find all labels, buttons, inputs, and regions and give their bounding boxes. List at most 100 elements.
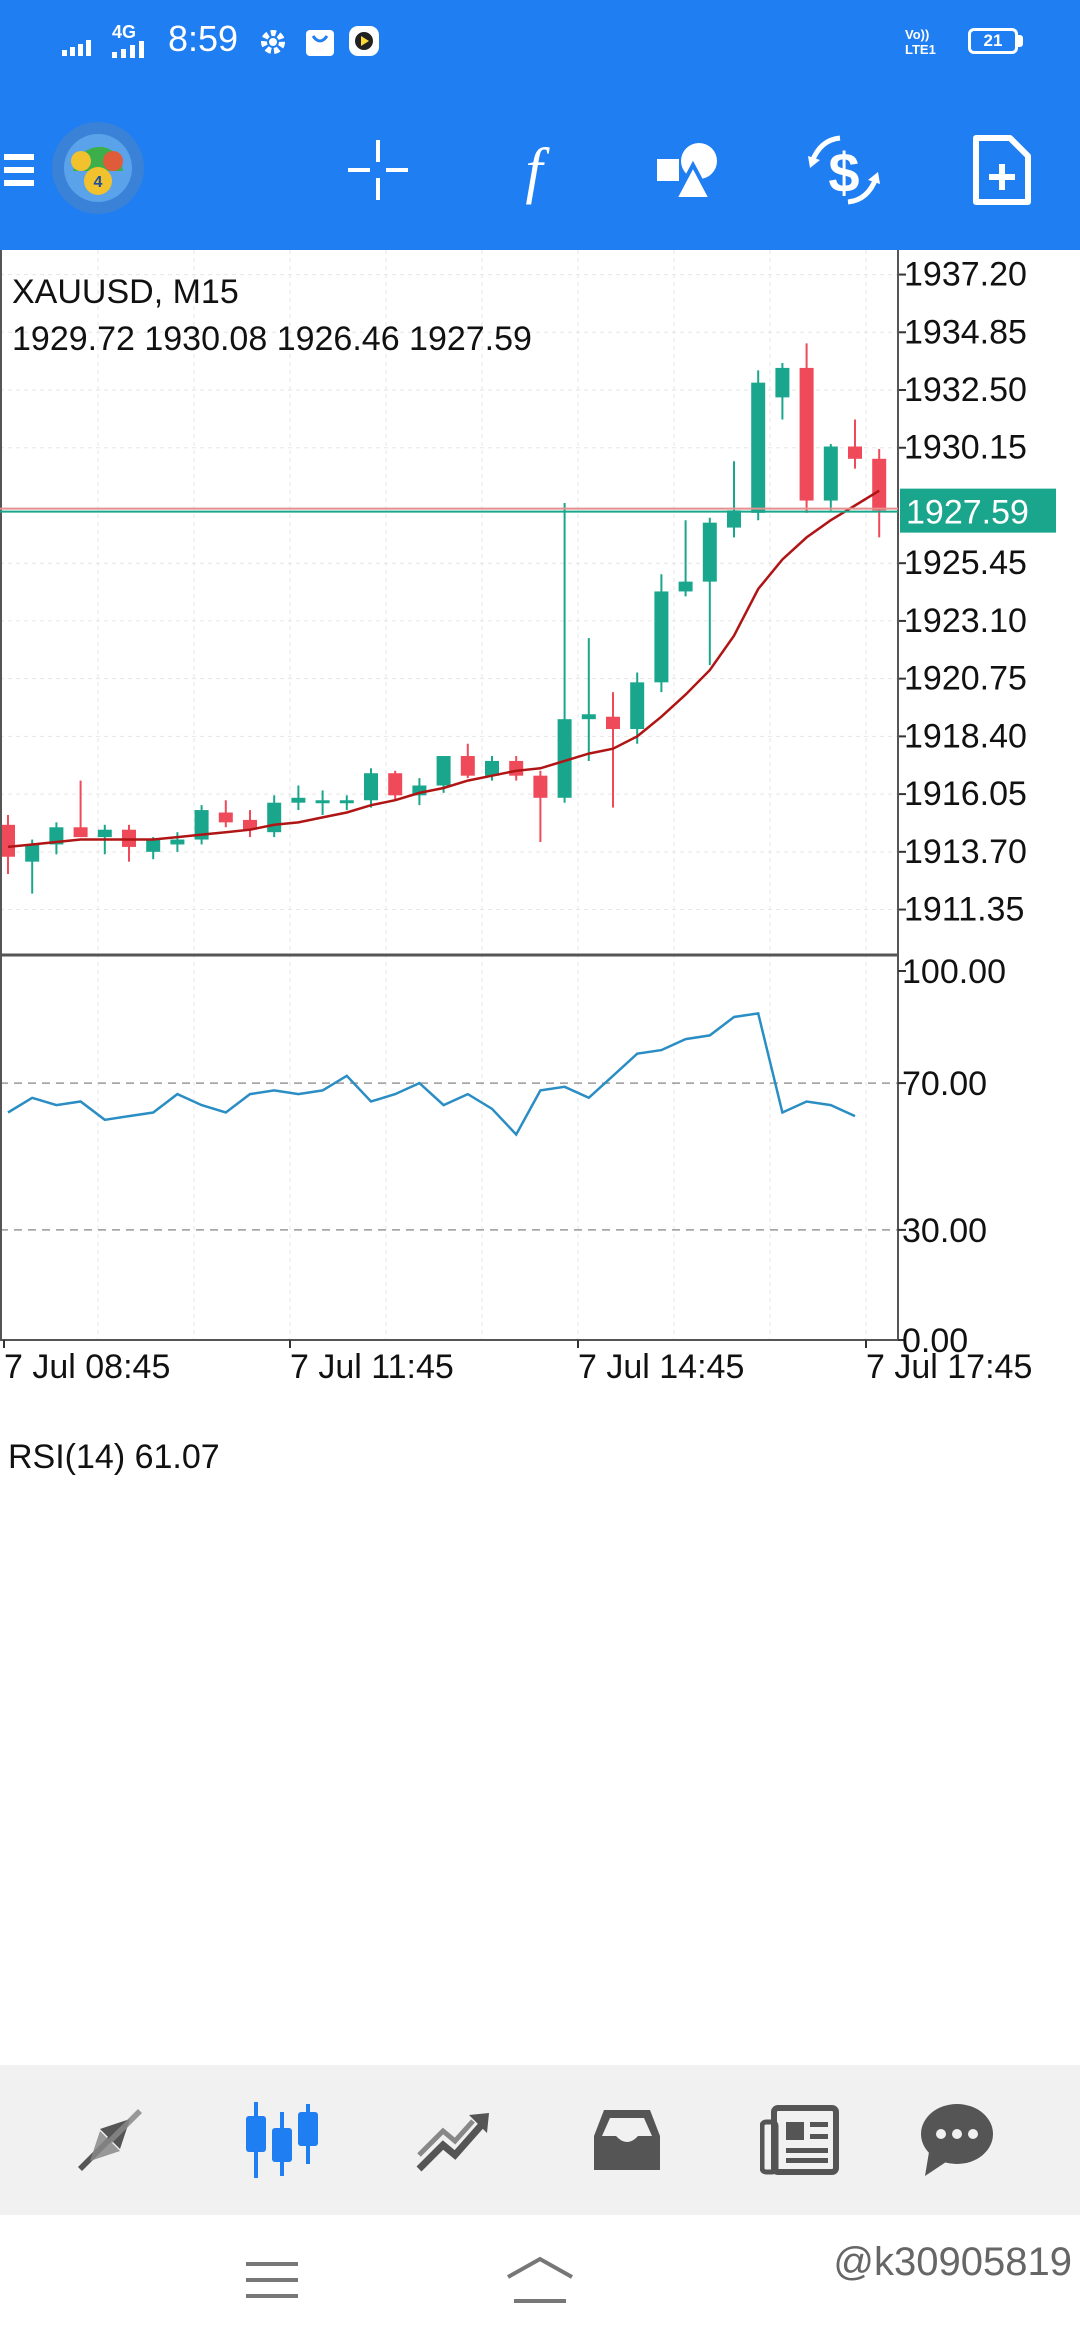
candle-body bbox=[630, 682, 645, 730]
candle-body bbox=[243, 819, 257, 830]
candle-body bbox=[436, 756, 451, 786]
watermark: @k30905819 bbox=[833, 2240, 1072, 2284]
objects-button[interactable] bbox=[648, 130, 728, 210]
symbol-button[interactable]: $ bbox=[804, 130, 884, 210]
ohlc-label: 1929.72 1930.08 1926.46 1927.59 bbox=[12, 320, 532, 358]
bottom-navigation bbox=[0, 2065, 1080, 2215]
svg-text:4: 4 bbox=[94, 174, 103, 191]
candle-body bbox=[73, 827, 88, 838]
shopping-bag-icon bbox=[306, 30, 334, 56]
candle-body bbox=[799, 367, 814, 501]
shapes-icon bbox=[657, 143, 717, 201]
chart-tab[interactable] bbox=[237, 2100, 327, 2180]
candle-body bbox=[49, 827, 64, 845]
chat-icon bbox=[921, 2104, 993, 2176]
time-tick-label: 7 Jul 11:45 bbox=[290, 1348, 454, 1386]
price-tick-label: 1916.05 bbox=[904, 775, 1027, 813]
price-tick-label: 1930.15 bbox=[904, 429, 1027, 467]
time-tick-label: 7 Jul 08:45 bbox=[4, 1348, 170, 1386]
signal-icon-2 bbox=[112, 41, 144, 58]
price-tick-label: 1911.35 bbox=[904, 891, 1024, 929]
status-bar: 4G 8:59 Vo)) LTE1 21 bbox=[0, 0, 1080, 85]
home-button[interactable] bbox=[500, 2250, 580, 2310]
candle-body bbox=[509, 760, 524, 776]
price-tick-label: 1918.40 bbox=[904, 717, 1027, 755]
chart-canvas[interactable]: 1937.20 1934.85 1932.50 1930.15 1925.45 1923.… bbox=[0, 250, 1080, 2065]
price-tick-label: 1920.75 bbox=[904, 660, 1027, 698]
logo-button[interactable]: 4 bbox=[50, 120, 146, 216]
menu-lines-icon bbox=[246, 2262, 298, 2298]
new-order-button[interactable] bbox=[962, 130, 1042, 210]
candle-body bbox=[485, 760, 499, 776]
battery-tip bbox=[1018, 35, 1023, 47]
crosshair-button[interactable] bbox=[338, 130, 418, 210]
indicators-button[interactable]: f bbox=[494, 130, 574, 210]
recent-apps-button[interactable] bbox=[232, 2250, 312, 2310]
hamburger-icon bbox=[4, 154, 34, 186]
gear-icon bbox=[261, 30, 285, 54]
rsi-label: RSI(14) 61.07 bbox=[8, 1438, 220, 1476]
candle-body bbox=[170, 839, 185, 845]
chart-area[interactable]: 1937.20 1934.85 1932.50 1930.15 1925.45 1923.… bbox=[0, 250, 1080, 2065]
signal-icon bbox=[62, 40, 91, 56]
messages-tab[interactable] bbox=[912, 2100, 1002, 2180]
video-app-icon bbox=[349, 26, 379, 56]
menu-button[interactable] bbox=[0, 130, 40, 210]
history-tab[interactable] bbox=[582, 2100, 672, 2180]
function-icon: f bbox=[525, 137, 550, 205]
candle-body bbox=[823, 446, 838, 501]
svg-text:f: f bbox=[525, 137, 550, 205]
battery-level: 21 bbox=[983, 31, 1003, 50]
quotes-tab[interactable] bbox=[65, 2100, 155, 2180]
candle-body bbox=[702, 522, 717, 582]
trade-tab[interactable] bbox=[408, 2100, 498, 2180]
crosshair-icon bbox=[348, 140, 408, 200]
svg-text:$: $ bbox=[828, 141, 859, 204]
volte-indicator: Vo)) LTE1 bbox=[905, 27, 936, 57]
system-navigation-bar bbox=[0, 2215, 1080, 2340]
candle-body bbox=[218, 812, 233, 823]
candle-body bbox=[97, 829, 112, 838]
rsi-tick-label: 100.00 bbox=[902, 953, 1006, 991]
candle-body bbox=[872, 458, 887, 511]
candle-body bbox=[339, 800, 354, 804]
candle-body bbox=[388, 773, 403, 796]
candle-body bbox=[581, 714, 596, 720]
dollar-switch-icon: $ bbox=[808, 135, 880, 205]
symbol-label: XAUUSD, M15 bbox=[12, 273, 239, 311]
candle-body bbox=[557, 719, 572, 798]
rsi-tick-label: 0.00 bbox=[902, 1322, 968, 1360]
arrows-icon bbox=[78, 2109, 142, 2171]
new-document-icon bbox=[973, 135, 1031, 205]
price-tick-label: 1925.45 bbox=[904, 544, 1027, 582]
candle-body bbox=[412, 785, 427, 796]
trend-icon bbox=[416, 2113, 489, 2172]
battery-icon: 21 bbox=[968, 28, 1018, 54]
price-tick-label: 1937.20 bbox=[904, 256, 1027, 294]
moving-average-line bbox=[7, 489, 880, 849]
metatrader-logo-icon: 4 bbox=[52, 122, 144, 214]
candle-body bbox=[460, 756, 475, 776]
candlesticks-icon bbox=[246, 2102, 318, 2178]
candle-body bbox=[315, 800, 330, 804]
rsi-tick-label: 70.00 bbox=[902, 1065, 987, 1103]
current-price-label: 1927.59 bbox=[906, 494, 1029, 532]
candle-body bbox=[1, 824, 15, 857]
candle-body bbox=[678, 581, 693, 592]
candle-body bbox=[727, 510, 741, 528]
candle-body bbox=[848, 446, 862, 459]
candle-body bbox=[25, 844, 40, 862]
candle-body bbox=[533, 775, 548, 798]
candle-body bbox=[364, 773, 378, 801]
price-tick-label: 1932.50 bbox=[904, 371, 1027, 409]
candle-body bbox=[654, 591, 669, 683]
candle-body bbox=[606, 716, 620, 730]
current-price-badge bbox=[900, 488, 1056, 533]
price-tick-label: 1934.85 bbox=[904, 313, 1027, 351]
news-tab[interactable] bbox=[755, 2100, 845, 2180]
price-tick-label: 1923.10 bbox=[904, 602, 1027, 640]
candle-body bbox=[775, 367, 790, 398]
rsi-line bbox=[7, 1011, 856, 1137]
candle-body bbox=[267, 802, 282, 833]
home-icon bbox=[507, 2256, 573, 2303]
